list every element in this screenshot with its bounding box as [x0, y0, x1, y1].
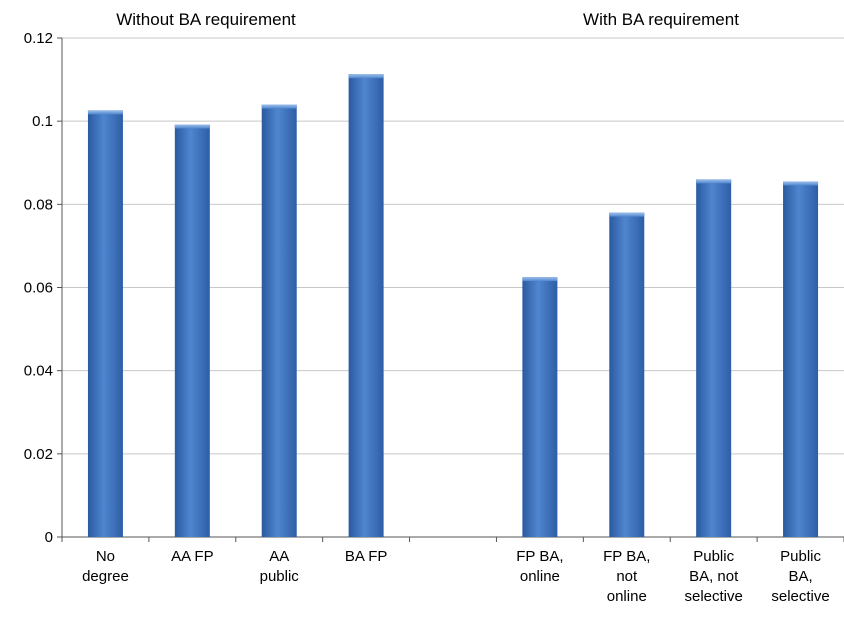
x-category-label: No degree: [82, 548, 129, 585]
x-category-label-line: selective: [771, 588, 829, 605]
y-tick-label: 0.06: [24, 280, 53, 297]
x-category-label: AA public: [260, 548, 300, 585]
x-category-label-line: Public: [693, 548, 734, 565]
x-category-label-line: AA FP: [171, 548, 214, 565]
bar: [696, 179, 732, 537]
x-category-label-line: Public: [780, 548, 821, 565]
bar-cap: [174, 124, 210, 129]
x-category-label: FP BA, not online: [603, 548, 650, 605]
bar-body: [609, 212, 645, 537]
x-category-label-line: No: [96, 548, 115, 565]
bar-body: [696, 179, 732, 537]
x-category-label-line: AA: [269, 548, 289, 565]
y-tick-label: 0: [45, 529, 53, 546]
group-label-without-ba: Without BA requirement: [116, 10, 296, 29]
y-tick-label: 0.02: [24, 446, 53, 463]
y-tick-label: 0.12: [24, 30, 53, 47]
x-category-label: Public BA, selective: [771, 548, 829, 605]
bar-body: [348, 74, 384, 538]
bar: [348, 74, 384, 538]
bar-cap: [348, 74, 384, 79]
bar: [522, 277, 558, 537]
labels: 0 0.02 0.04 0.06 0.08 0.1 0.12 No degree AA FP AA p…: [24, 10, 830, 605]
bar-cap: [696, 179, 732, 184]
bar-cap: [261, 104, 297, 109]
bar-cap: [609, 212, 645, 217]
bar: [174, 124, 210, 537]
bar: [783, 181, 819, 537]
y-tick-label: 0.08: [24, 196, 53, 213]
bar-cap: [87, 110, 123, 115]
bar-cap: [522, 277, 558, 282]
x-category-label: Public BA, not selective: [684, 548, 742, 605]
group-label-with-ba: With BA requirement: [583, 10, 739, 29]
bar: [261, 104, 297, 538]
x-category-label-line: BA, not: [689, 568, 739, 585]
bar-body: [783, 181, 819, 537]
x-category-label-line: online: [607, 588, 647, 605]
bar-body: [522, 277, 558, 537]
x-category-label-line: BA,: [788, 568, 812, 585]
x-category-label-line: degree: [82, 568, 129, 585]
x-category-label-line: FP BA,: [516, 548, 563, 565]
x-category-label-line: BA FP: [345, 548, 388, 565]
x-category-label-line: not: [616, 568, 638, 585]
bars: [87, 74, 819, 538]
bar-body: [174, 124, 210, 537]
x-category-label-line: online: [520, 568, 560, 585]
bar-cap: [783, 181, 819, 186]
x-category-label-line: selective: [684, 588, 742, 605]
x-category-label: FP BA, online: [516, 548, 563, 585]
y-tick-label: 0.1: [32, 113, 53, 130]
bar-body: [261, 104, 297, 538]
x-category-label-line: public: [260, 568, 300, 585]
x-category-label-line: FP BA,: [603, 548, 650, 565]
y-tick-label: 0.04: [24, 363, 53, 380]
x-category-label: BA FP: [345, 548, 388, 565]
x-category-label: AA FP: [171, 548, 214, 565]
bar-body: [87, 110, 123, 537]
bar: [87, 110, 123, 537]
bar: [609, 212, 645, 537]
